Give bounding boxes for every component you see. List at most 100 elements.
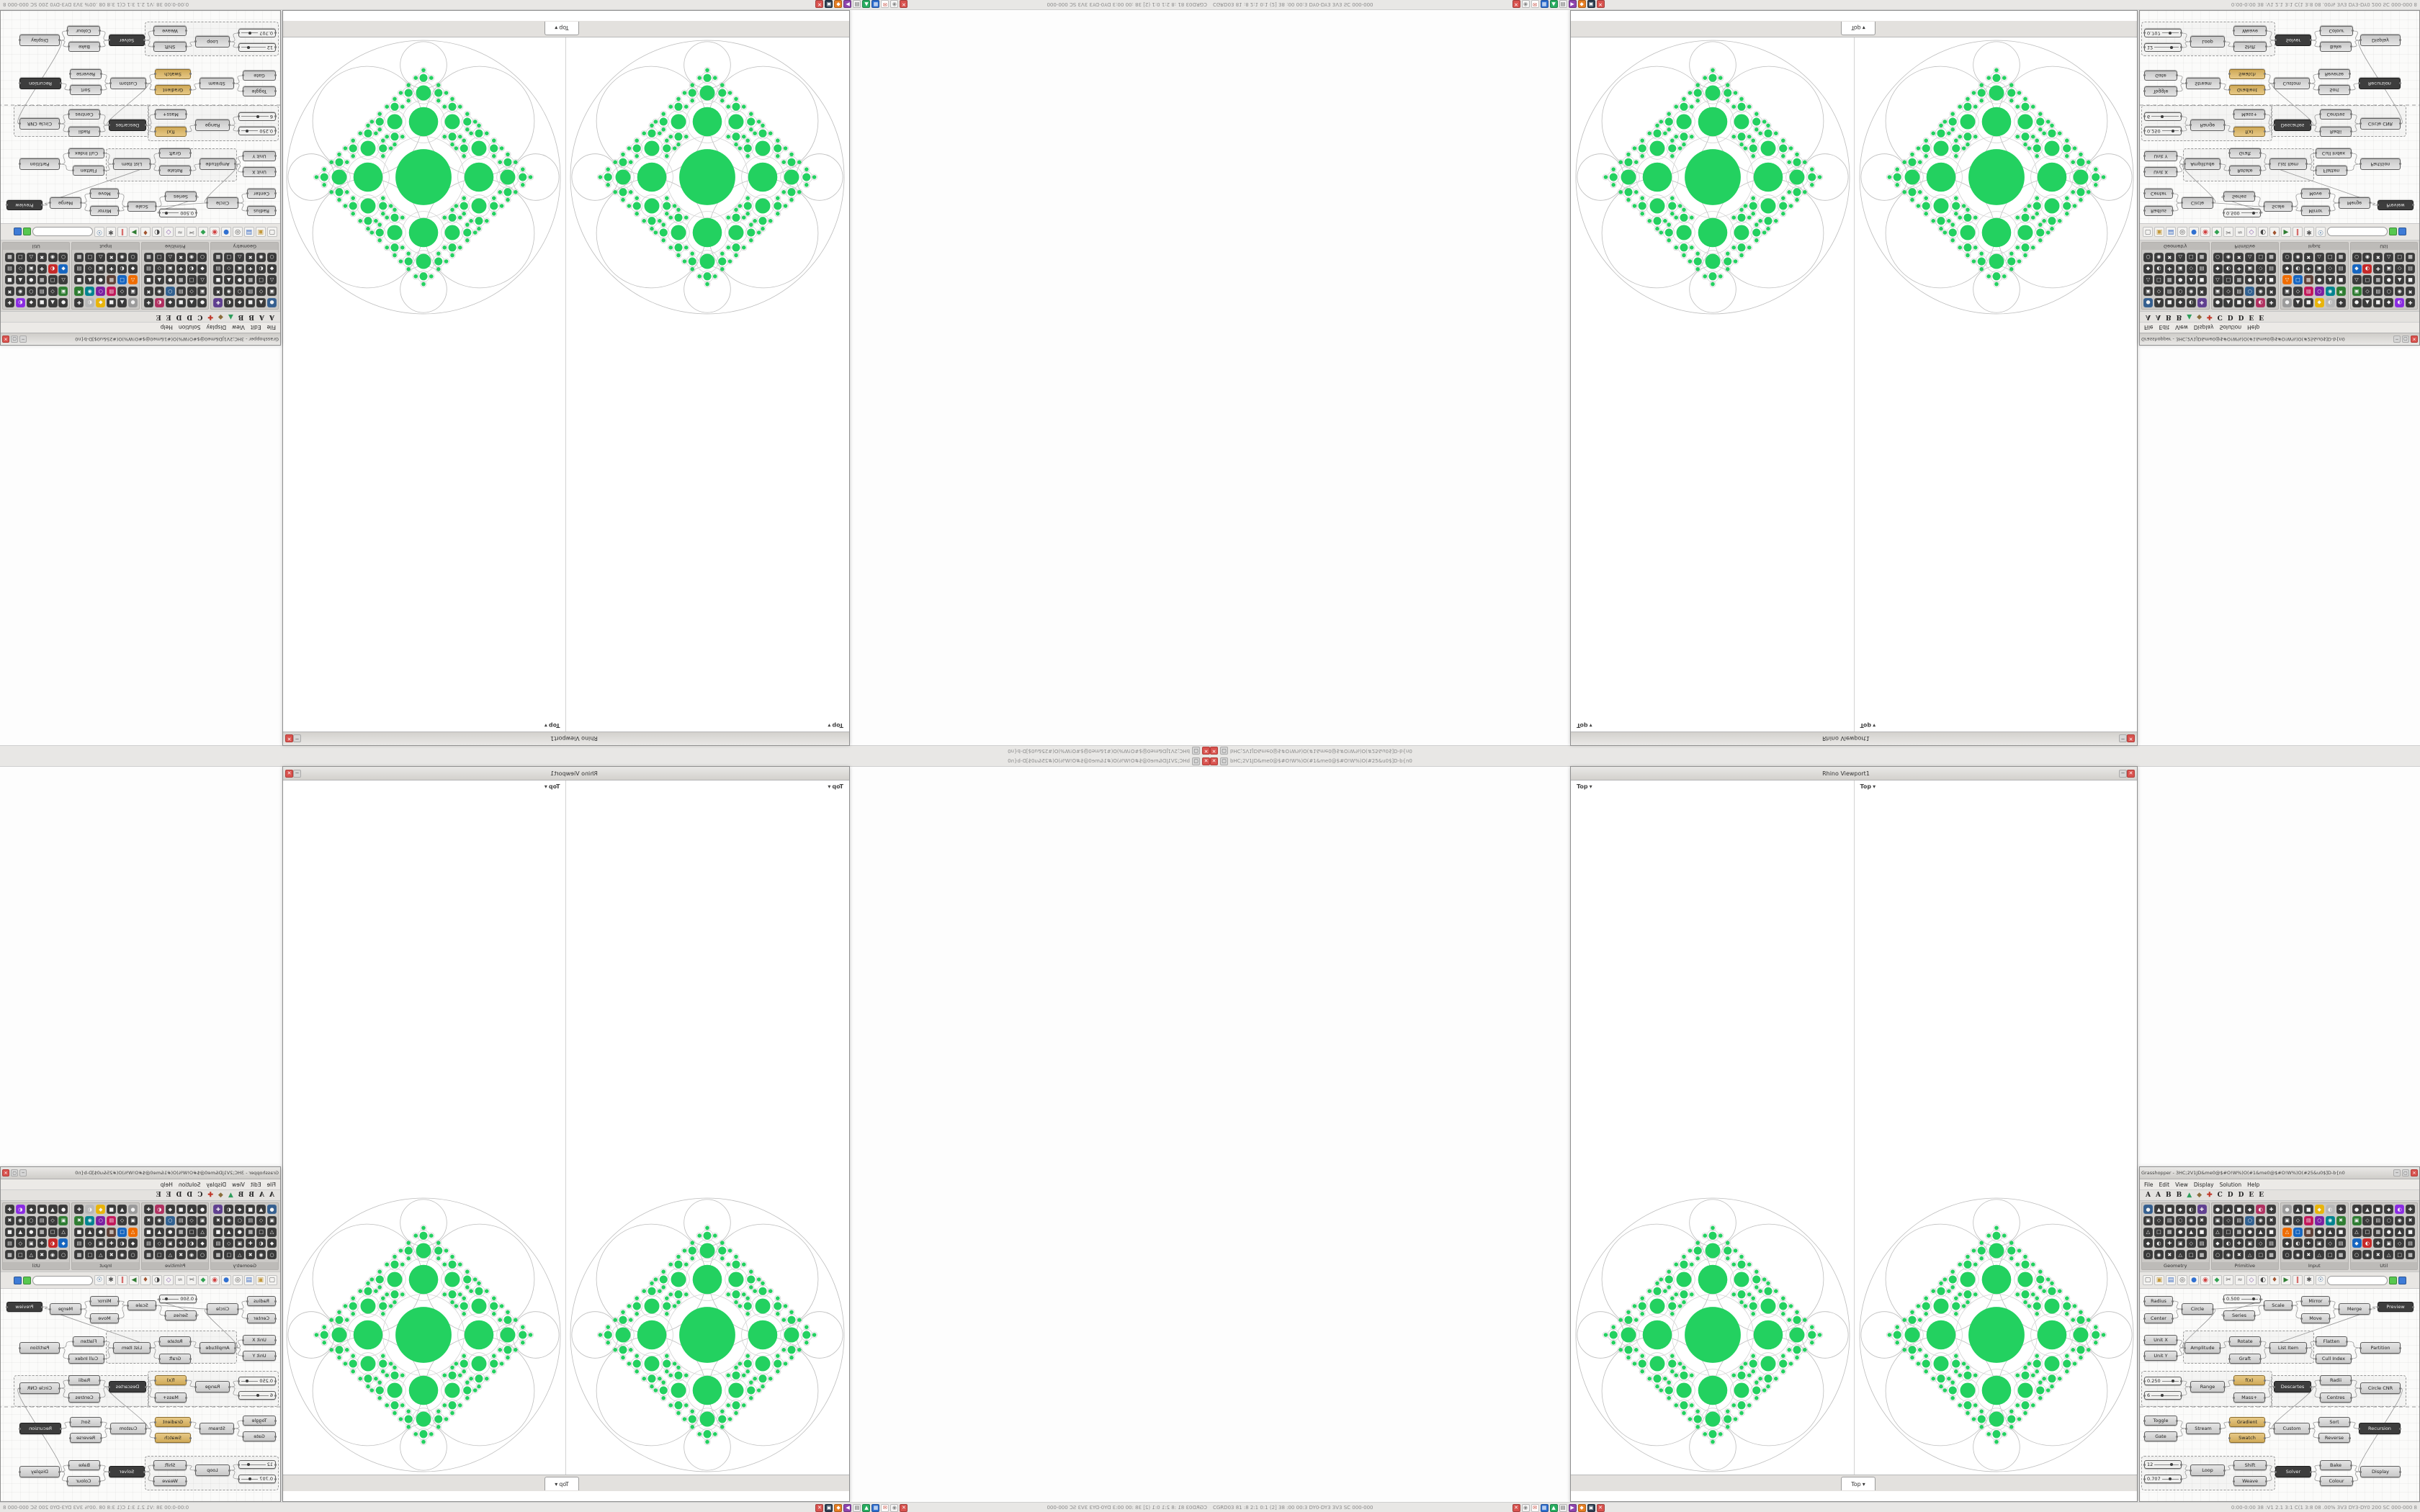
gear-settings-icon[interactable]: ✱ — [2304, 227, 2314, 237]
menu-item-file[interactable]: File — [266, 324, 276, 331]
gradient-icon[interactable]: ✖ — [2336, 1215, 2346, 1225]
gh-node-center[interactable]: Center — [2143, 1313, 2174, 1323]
vector-icon[interactable]: ▲ — [2154, 298, 2164, 307]
domain-squared-icon[interactable]: ▣ — [2213, 1215, 2223, 1225]
guid-icon[interactable]: ✖ — [2267, 287, 2277, 297]
gh-node-descartes[interactable]: Descartes — [109, 120, 146, 131]
wireless-in-icon[interactable]: ■ — [2406, 1227, 2416, 1237]
restore-icon[interactable]: ▢ — [2402, 1169, 2409, 1176]
slider-knob[interactable] — [256, 115, 259, 118]
character-icon[interactable]: ▲ — [2256, 1227, 2266, 1237]
gh-node-series[interactable]: Series — [165, 192, 197, 202]
slider-knob[interactable] — [164, 212, 168, 215]
boolean-icon[interactable]: ● — [197, 298, 207, 307]
gh-node-partition[interactable]: Partition — [19, 1342, 60, 1354]
gh-node-0-500[interactable]: 0.500 — [2223, 209, 2261, 217]
fitness-icon[interactable]: ✚ — [37, 264, 47, 274]
culture-icon[interactable]: ◉ — [2256, 287, 2266, 297]
number-icon[interactable]: ■ — [176, 298, 186, 307]
gh-node-shift[interactable]: Shift — [153, 42, 187, 52]
timer-icon[interactable]: ✚ — [4, 298, 14, 307]
matrix-icon[interactable]: ◇ — [187, 1215, 197, 1225]
gh-node-sort[interactable]: Sort — [2318, 85, 2350, 95]
minimize-icon[interactable]: ─ — [293, 734, 301, 743]
menu-item-solution[interactable]: Solution — [178, 324, 201, 331]
face-icon[interactable]: ◉ — [256, 252, 266, 262]
sphere-icon[interactable]: ◉ — [2186, 1215, 2196, 1225]
disable-icon[interactable]: ● — [2384, 1227, 2394, 1237]
gate-icon[interactable]: ▦ — [2336, 252, 2346, 262]
category-tab-8[interactable]: D — [2227, 313, 2233, 320]
colour-picker-icon[interactable]: ○ — [96, 1215, 106, 1225]
slider-knob[interactable] — [2169, 46, 2173, 49]
gh-node-display[interactable]: Display — [2360, 35, 2401, 46]
data-path-icon[interactable]: □ — [187, 1227, 197, 1237]
grid-app-icon[interactable]: ▦ — [871, 1503, 880, 1512]
subd-icon[interactable]: ▦ — [246, 275, 256, 285]
mesh-quality-icon[interactable]: ◆ — [2212, 1275, 2222, 1285]
media-app-icon[interactable]: ▶ — [843, 0, 852, 9]
gh-node-0-500[interactable]: 0.500 — [2223, 1295, 2262, 1303]
complex-icon[interactable]: ▤ — [2234, 287, 2244, 297]
solver-status-icon[interactable] — [2389, 1276, 2397, 1284]
gh-node-shift[interactable]: Shift — [2233, 1460, 2267, 1470]
gh-node-display[interactable]: Display — [19, 1466, 60, 1477]
mesh-icon[interactable]: □ — [256, 1227, 266, 1237]
solver-play-icon[interactable]: ▶ — [129, 1275, 139, 1285]
gh-node-reverse[interactable]: Reverse — [70, 1433, 102, 1443]
gh-node-flatten[interactable]: Flatten — [73, 1336, 104, 1346]
enable-icon[interactable]: ▦ — [2373, 1227, 2383, 1237]
group-icon[interactable]: △ — [2352, 275, 2362, 285]
gh-node-colour[interactable]: Colour — [2320, 26, 2353, 36]
galapagos-icon[interactable]: ◐ — [48, 264, 58, 274]
solver-play-icon[interactable]: ▶ — [129, 227, 139, 237]
category-tab-9[interactable]: D — [176, 1192, 182, 1199]
gh-node-center[interactable]: Center — [2144, 189, 2173, 199]
menu-item-display[interactable]: Display — [206, 1181, 227, 1188]
gh-node-scale[interactable]: Scale — [127, 1300, 156, 1310]
rectangle-icon[interactable]: ◇ — [2154, 1215, 2164, 1225]
gh-node-rotate[interactable]: Rotate — [2229, 166, 2261, 176]
gh-node-rotate[interactable]: Rotate — [159, 1336, 191, 1346]
close-icon[interactable]: ✕ — [2127, 769, 2135, 778]
category-tab-8[interactable]: D — [2227, 1192, 2233, 1199]
calendar-icon[interactable]: ▦ — [107, 275, 117, 285]
gh-node-0-707[interactable]: 0.707 — [238, 1475, 276, 1483]
index-icon[interactable]: ○ — [2213, 1250, 2223, 1260]
box-icon[interactable]: ○ — [2175, 1215, 2185, 1225]
slider-track[interactable] — [241, 1380, 259, 1382]
geometry-icon[interactable]: ✚ — [2164, 264, 2174, 274]
symbol-icon[interactable]: ◇ — [2256, 264, 2266, 274]
category-tab-3[interactable]: B — [2176, 1192, 2182, 1199]
category-tab-10[interactable]: E — [166, 313, 171, 320]
category-tab-11[interactable]: E — [2259, 1192, 2264, 1199]
transform-icon[interactable]: ▣ — [235, 264, 245, 274]
group-icon[interactable]: ◐ — [256, 264, 266, 274]
scribble-icon[interactable]: ◉ — [15, 1215, 25, 1225]
gh-node-graft[interactable]: Graft — [159, 1354, 191, 1364]
face-icon[interactable]: ◉ — [256, 1250, 266, 1260]
media-app-icon[interactable]: ▶ — [1568, 0, 1577, 9]
rhino-app-icon[interactable]: ◉ — [1521, 0, 1530, 9]
edge-icon[interactable]: ○ — [2143, 252, 2153, 262]
graph-mapper-icon[interactable]: △ — [2282, 1227, 2292, 1237]
gh-node-weave[interactable]: Weave — [153, 26, 187, 36]
clock-icon[interactable]: ● — [2314, 1227, 2324, 1237]
gh-node-graft[interactable]: Graft — [2228, 1354, 2262, 1364]
sift-pattern-icon[interactable]: ◉ — [2362, 252, 2372, 262]
byte-icon[interactable]: ■ — [2267, 1227, 2277, 1237]
viewport-left[interactable]: Top ▾ — [566, 780, 849, 1475]
slider-knob[interactable] — [2169, 32, 2172, 35]
byte-icon[interactable]: ■ — [2267, 275, 2277, 285]
gh-node-0-250[interactable]: 0.250 — [238, 127, 276, 135]
ratio-icon[interactable]: ▦ — [143, 1250, 153, 1260]
gh-node-partition[interactable]: Partition — [2360, 1342, 2401, 1354]
plane-icon[interactable]: ■ — [2164, 298, 2174, 307]
button-icon[interactable]: ▣ — [2282, 287, 2292, 297]
slider-track[interactable] — [2151, 1394, 2179, 1397]
close-icon[interactable]: ✕ — [2411, 1169, 2418, 1176]
cluster-output-icon[interactable]: ○ — [26, 287, 36, 297]
ratio-icon[interactable]: ▦ — [2267, 1250, 2277, 1260]
gh-node-f-x[interactable]: f(x) — [2233, 1375, 2266, 1385]
eye-preview-icon[interactable]: ☉ — [94, 227, 104, 237]
